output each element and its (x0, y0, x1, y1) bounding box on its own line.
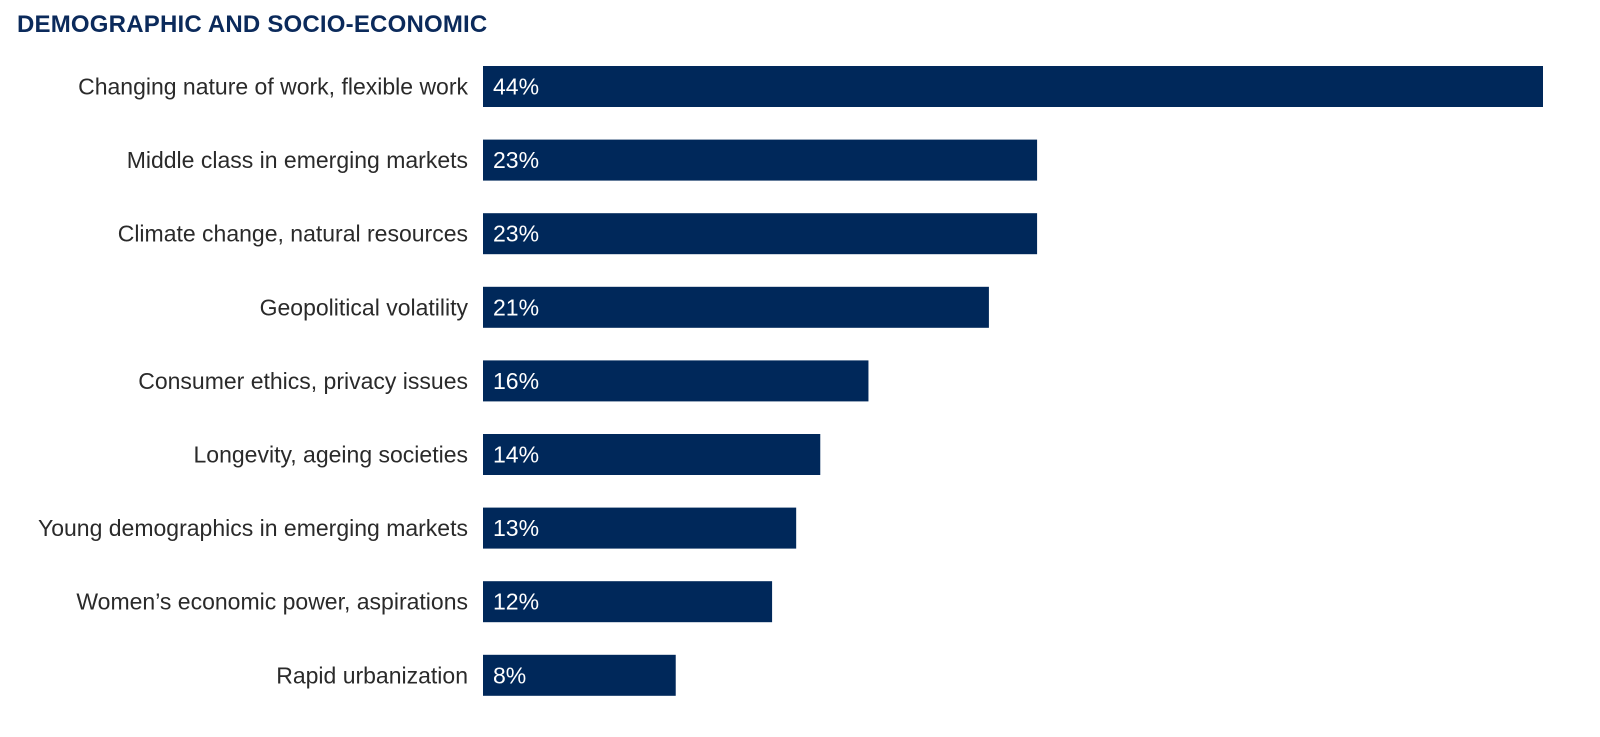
bar (483, 434, 821, 475)
category-label: Geopolitical volatility (260, 294, 469, 320)
bar-row: Climate change, natural resources 23% (118, 213, 1038, 255)
bar-row: Consumer ethics, privacy issues 16% (138, 360, 869, 402)
value-label: 14% (493, 442, 539, 468)
bar (483, 654, 676, 696)
category-label: Women’s economic power, aspirations (76, 589, 468, 615)
bar-row: Women’s economic power, aspirations 12% (76, 581, 773, 623)
value-label: 21% (493, 294, 539, 320)
bar-row: Middle class in emerging markets 23% (127, 139, 1038, 181)
category-label: Young demographics in emerging markets (38, 515, 468, 541)
value-label: 16% (493, 368, 539, 394)
bar (483, 286, 989, 328)
value-label: 13% (493, 515, 539, 541)
bar (483, 213, 1038, 255)
category-label: Longevity, ageing societies (194, 442, 468, 468)
bar-row: Geopolitical volatility 21% (260, 286, 989, 328)
category-label: Middle class in emerging markets (127, 147, 468, 173)
category-label: Changing nature of work, flexible work (78, 74, 468, 100)
bar (483, 139, 1038, 181)
bar (483, 507, 797, 549)
category-label: Consumer ethics, privacy issues (138, 368, 468, 394)
category-label: Climate change, natural resources (118, 221, 468, 247)
category-label: Rapid urbanization (276, 662, 468, 688)
bar-row: Longevity, ageing societies 14% (194, 434, 821, 475)
value-label: 23% (493, 147, 539, 173)
bar-row: Changing nature of work, flexible work 44… (78, 66, 1543, 107)
value-label: 8% (493, 662, 526, 688)
bar (483, 360, 869, 402)
bar-row: Rapid urbanization 8% (276, 654, 676, 696)
value-label: 12% (493, 589, 539, 615)
value-label: 44% (493, 74, 539, 100)
bar (483, 66, 1543, 107)
bar-row: Young demographics in emerging markets 13… (38, 507, 797, 549)
bar (483, 581, 773, 623)
chart-title: DEMOGRAPHIC AND SOCIO-ECONOMIC (17, 11, 488, 38)
value-label: 23% (493, 221, 539, 247)
